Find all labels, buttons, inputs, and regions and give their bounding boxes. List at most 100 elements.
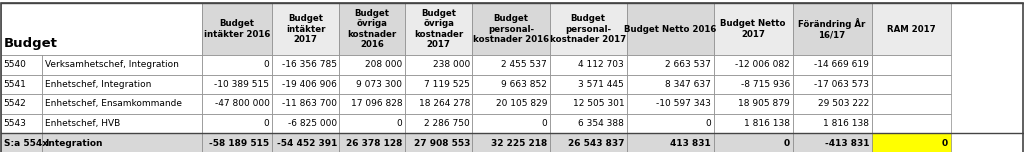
Bar <box>714 75 793 94</box>
Text: 0: 0 <box>263 60 269 69</box>
Text: Budget
övriga
kostnader
2017: Budget övriga kostnader 2017 <box>414 9 463 49</box>
Text: -8 715 936: -8 715 936 <box>740 80 791 89</box>
Bar <box>871 75 950 94</box>
Text: RAM 2017: RAM 2017 <box>887 24 936 33</box>
Text: -12 006 082: -12 006 082 <box>735 60 791 69</box>
Bar <box>1 133 42 152</box>
Text: -10 597 343: -10 597 343 <box>656 100 711 109</box>
Text: 17 096 828: 17 096 828 <box>351 100 402 109</box>
Text: 1 816 138: 1 816 138 <box>823 119 869 128</box>
Bar <box>1 94 42 114</box>
Text: 27 908 553: 27 908 553 <box>414 139 470 148</box>
Text: Budget
intäkter
2017: Budget intäkter 2017 <box>286 14 326 44</box>
Bar <box>793 55 871 75</box>
Bar <box>272 3 339 55</box>
Text: 0: 0 <box>263 119 269 128</box>
Bar <box>714 94 793 114</box>
Text: 413 831: 413 831 <box>671 139 711 148</box>
Text: 4 112 703: 4 112 703 <box>579 60 625 69</box>
Bar <box>202 114 272 133</box>
Bar <box>871 133 950 152</box>
Text: 26 543 837: 26 543 837 <box>567 139 625 148</box>
Bar <box>202 133 272 152</box>
Text: 12 505 301: 12 505 301 <box>572 100 625 109</box>
Bar <box>202 55 272 75</box>
Text: Integration: Integration <box>45 139 102 148</box>
Text: 18 905 879: 18 905 879 <box>738 100 791 109</box>
Text: S:a 554x: S:a 554x <box>3 139 47 148</box>
Text: Enhetschef, Integration: Enhetschef, Integration <box>45 80 152 89</box>
Bar <box>550 55 627 75</box>
Bar <box>550 3 627 55</box>
Text: 5543: 5543 <box>3 119 27 128</box>
Bar <box>339 133 404 152</box>
Text: 2 286 750: 2 286 750 <box>424 119 470 128</box>
Text: Enhetschef, HVB: Enhetschef, HVB <box>45 119 120 128</box>
Bar <box>550 133 627 152</box>
Bar <box>627 3 714 55</box>
Bar <box>202 94 272 114</box>
Bar <box>404 75 472 94</box>
Text: 2 663 537: 2 663 537 <box>666 60 711 69</box>
Text: -54 452 391: -54 452 391 <box>276 139 337 148</box>
Bar <box>272 94 339 114</box>
Text: Enhetschef, Ensamkommande: Enhetschef, Ensamkommande <box>45 100 182 109</box>
Text: -413 831: -413 831 <box>824 139 869 148</box>
Text: 0: 0 <box>784 139 791 148</box>
Text: 6 354 388: 6 354 388 <box>579 119 625 128</box>
Text: 1 816 138: 1 816 138 <box>744 119 791 128</box>
Bar <box>627 133 714 152</box>
Text: 0: 0 <box>396 119 402 128</box>
Bar <box>404 55 472 75</box>
Bar <box>272 75 339 94</box>
Text: Budget
intäkter 2016: Budget intäkter 2016 <box>204 19 270 39</box>
Text: 20 105 829: 20 105 829 <box>496 100 547 109</box>
Bar <box>627 114 714 133</box>
Bar <box>404 133 472 152</box>
Text: Budget Netto 2016: Budget Netto 2016 <box>624 24 717 33</box>
Bar <box>550 94 627 114</box>
Bar <box>339 114 404 133</box>
Bar <box>793 114 871 133</box>
Text: Budget: Budget <box>4 37 58 50</box>
Text: 3 571 445: 3 571 445 <box>579 80 625 89</box>
Bar <box>42 75 202 94</box>
Bar <box>272 55 339 75</box>
Text: Budget
personal-
kostnader 2016: Budget personal- kostnader 2016 <box>473 14 549 44</box>
Bar <box>793 133 871 152</box>
Text: 208 000: 208 000 <box>366 60 402 69</box>
Bar <box>339 94 404 114</box>
Text: -47 800 000: -47 800 000 <box>215 100 269 109</box>
Bar <box>339 55 404 75</box>
Text: 5542: 5542 <box>3 100 27 109</box>
Bar <box>550 75 627 94</box>
Text: 0: 0 <box>942 139 948 148</box>
Bar <box>404 114 472 133</box>
Bar <box>793 94 871 114</box>
Text: Budget Netto
2017: Budget Netto 2017 <box>720 19 785 39</box>
Bar <box>871 94 950 114</box>
Text: 2 455 537: 2 455 537 <box>502 60 547 69</box>
Bar <box>339 3 404 55</box>
Bar <box>272 114 339 133</box>
Bar <box>793 3 871 55</box>
Text: -16 356 785: -16 356 785 <box>282 60 337 69</box>
Bar <box>871 55 950 75</box>
Text: 5541: 5541 <box>3 80 27 89</box>
Text: 32 225 218: 32 225 218 <box>490 139 547 148</box>
Bar <box>472 94 550 114</box>
Bar <box>627 94 714 114</box>
Bar <box>42 55 202 75</box>
Text: 26 378 128: 26 378 128 <box>346 139 402 148</box>
Text: 0: 0 <box>542 119 547 128</box>
Bar <box>714 133 793 152</box>
Text: -17 063 573: -17 063 573 <box>814 80 869 89</box>
Bar <box>1 114 42 133</box>
Text: 29 503 222: 29 503 222 <box>818 100 869 109</box>
Text: 238 000: 238 000 <box>433 60 470 69</box>
Text: 18 264 278: 18 264 278 <box>419 100 470 109</box>
Text: Budget
personal-
kostnader 2017: Budget personal- kostnader 2017 <box>550 14 627 44</box>
Bar <box>550 114 627 133</box>
Text: -14 669 619: -14 669 619 <box>814 60 869 69</box>
Bar <box>42 114 202 133</box>
